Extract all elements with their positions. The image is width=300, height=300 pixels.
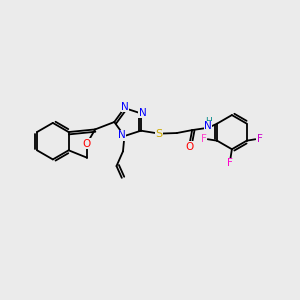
Text: O: O — [83, 139, 91, 148]
Text: N: N — [121, 102, 129, 112]
Text: O: O — [185, 142, 193, 152]
Text: N: N — [204, 121, 212, 131]
Text: F: F — [257, 134, 262, 144]
Text: N: N — [118, 130, 126, 140]
Text: N: N — [139, 108, 146, 118]
Text: F: F — [201, 134, 206, 144]
Text: S: S — [156, 129, 163, 139]
Text: F: F — [227, 158, 233, 168]
Text: H: H — [205, 117, 212, 126]
